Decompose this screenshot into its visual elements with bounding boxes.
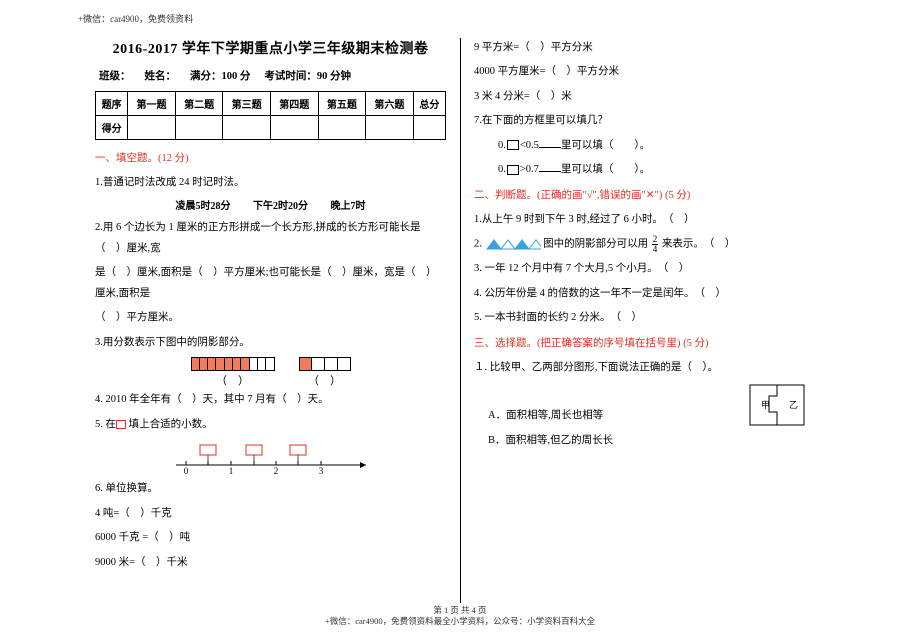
frac-label-1: （ ）: [191, 372, 275, 388]
frac-label-2: （ ）: [299, 372, 351, 388]
th: 第六题: [366, 92, 414, 116]
compare-shape: 甲 乙: [749, 384, 805, 429]
label-a: 甲: [761, 400, 770, 410]
q2-line1: 2.用 6 个边长为 1 厘米的正方形拼成一个长方形,拼成的长方形可能长是（ ）…: [95, 218, 446, 259]
th: 第四题: [270, 92, 318, 116]
time-a: 凌晨5时28分: [176, 201, 231, 212]
left-column: 2016-2017 学年下学期重点小学三年级期末检测卷 班级： 姓名： 满分：1…: [95, 38, 460, 603]
meta-row: 班级： 姓名： 满分：100 分 考试时间：90 分钟: [95, 68, 446, 83]
meta-name: 姓名：: [145, 68, 177, 83]
q1: 1.普通记时法改成 24 时记时法。: [95, 173, 446, 193]
th: 总分: [413, 92, 445, 116]
time-c: 晚上7时: [331, 201, 366, 212]
blank-box-icon: [116, 420, 126, 429]
column-divider: [460, 38, 461, 603]
q6a: 4 吨=（ ）千克: [95, 504, 446, 524]
q6b: 6000 千克 =（ ）吨: [95, 528, 446, 548]
td: [175, 116, 223, 140]
r4a: 0.<0.5里可以填（ ）。: [474, 136, 825, 156]
svg-text:1: 1: [228, 466, 233, 475]
j3: 3. 一年 12 个月中有 7 个大月,5 个小月。 （ ）: [474, 259, 825, 279]
th: 第五题: [318, 92, 366, 116]
svg-text:0: 0: [183, 466, 188, 475]
wechat-note: +微信：car4900，免费领资料: [78, 12, 193, 25]
frac-fig-1: （ ）: [191, 357, 275, 388]
q2-line2: 是（ ）厘米,面积是（ ）平方厘米;也可能长是（ ）厘米，宽是（ ）厘米,面积是: [95, 263, 446, 304]
q1-times: 凌晨5时28分 下午2时20分 晚上7时: [95, 197, 446, 212]
svg-text:2: 2: [273, 466, 278, 475]
q2-line3: （ ）平方厘米。: [95, 308, 446, 328]
j1: 1.从上午 9 时到下午 3 时,经过了 6 小时。 （ ）: [474, 210, 825, 230]
label-b: 乙: [789, 400, 798, 410]
r3: 3 米 4 分米=（ ）米: [474, 87, 825, 107]
r4b: 0.>0.7里可以填（ ）。: [474, 160, 825, 180]
meta-full: 满分：100 分: [190, 68, 250, 83]
footer-wechat: +微信：car4900，免费领资料最全小学资料，公众号：小学资料百科大全: [0, 616, 920, 627]
td: [128, 116, 176, 140]
table-header-row: 题序 第一题 第二题 第三题 第四题 第五题 第六题 总分: [96, 92, 446, 116]
td: [318, 116, 366, 140]
q6c: 9000 米=（ ）千米: [95, 553, 446, 573]
section-1-head: 一、填空题。(12 分): [95, 150, 446, 165]
frac-fig-2: （ ）: [299, 357, 351, 388]
page-footer: 第 1 页 共 4 页 +微信：car4900，免费领资料最全小学资料，公众号：…: [0, 605, 920, 627]
table-score-row: 得分: [96, 116, 446, 140]
j4: 4. 公历年份是 4 的倍数的这一年不一定是闰年。 （ ）: [474, 284, 825, 304]
svg-text:3: 3: [318, 466, 323, 475]
box-icon: [507, 140, 519, 150]
footer-pagenum: 第 1 页 共 4 页: [0, 605, 920, 616]
section-3-head: 三、选择题。(把正确答案的序号填在括号里) (5 分): [474, 335, 825, 350]
r4: 7.在下面的方框里可以填几？: [474, 111, 825, 131]
th: 第二题: [175, 92, 223, 116]
q5: 5. 在 填上合适的小数。: [95, 415, 446, 435]
th: 第三题: [223, 92, 271, 116]
c1b: B．面积相等,但乙的周长长: [474, 431, 825, 451]
section-2-head: 二、判断题。(正确的画"√",错误的画"✕") (5 分): [474, 187, 825, 202]
r1: 9 平方米=（ ）平方分米: [474, 38, 825, 58]
q6: 6. 单位换算。: [95, 479, 446, 499]
th: 第一题: [128, 92, 176, 116]
number-line: 0 1 2 3: [95, 439, 446, 475]
q4: 4. 2010 年全年有（ ）天，其中 7 月有（ ）天。: [95, 390, 446, 410]
row-label: 得分: [96, 116, 128, 140]
meta-class: 班级：: [99, 68, 131, 83]
td: [270, 116, 318, 140]
exam-title: 2016-2017 学年下学期重点小学三年级期末检测卷: [95, 38, 446, 58]
triangles-icon: [485, 234, 541, 254]
j2: 2. 图中的阴影部分可以用 24 来表示。 （ ）: [474, 234, 825, 255]
time-b: 下午2时20分: [253, 201, 308, 212]
q3: 3.用分数表示下图中的阴影部分。: [95, 333, 446, 353]
c1: １. 比较甲、乙两部分图形,下面说法正确的是（ ）。: [474, 358, 825, 378]
fraction-2-4: 24: [652, 235, 659, 254]
j5: 5. 一本书封面的长约 2 分米。 （ ）: [474, 308, 825, 328]
score-table: 题序 第一题 第二题 第三题 第四题 第五题 第六题 总分 得分: [95, 91, 446, 140]
box-icon: [507, 165, 519, 175]
td: [223, 116, 271, 140]
th: 题序: [96, 92, 128, 116]
td: [413, 116, 445, 140]
r2: 4000 平方厘米=（ ）平方分米: [474, 62, 825, 82]
meta-time: 考试时间：90 分钟: [264, 68, 351, 83]
td: [366, 116, 414, 140]
right-column: 9 平方米=（ ）平方分米 4000 平方厘米=（ ）平方分米 3 米 4 分米…: [460, 38, 825, 603]
fraction-figures: （ ） （ ）: [95, 357, 446, 388]
